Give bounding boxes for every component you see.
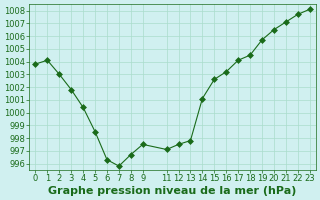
X-axis label: Graphe pression niveau de la mer (hPa): Graphe pression niveau de la mer (hPa) bbox=[48, 186, 297, 196]
